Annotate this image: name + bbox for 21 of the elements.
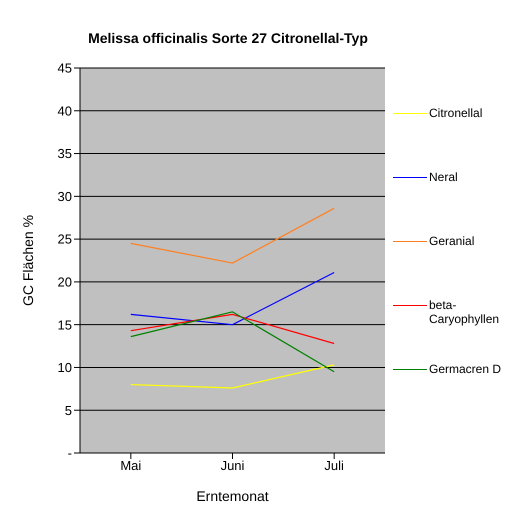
y-tick-label: 10 xyxy=(58,360,72,376)
legend-label: beta-Caryophyllen xyxy=(429,298,500,326)
x-axis-title: Erntemonat xyxy=(196,488,269,504)
legend-label: Germacren D xyxy=(429,362,502,376)
y-tick-label: 30 xyxy=(58,188,72,204)
legend-label: Citronellal xyxy=(429,106,484,120)
y-tick-label: 15 xyxy=(58,317,72,332)
legend-label: Neral xyxy=(429,170,459,184)
legend-label: Geranial xyxy=(429,234,476,248)
x-tick-label: Mai xyxy=(120,458,142,474)
x-tick-label: Juni xyxy=(220,458,245,474)
y-tick-label: 20 xyxy=(58,274,72,290)
y-tick-label: 40 xyxy=(58,103,72,118)
x-tick-label: Juli xyxy=(324,458,344,474)
y-tick-label: 45 xyxy=(58,60,72,76)
y-tick-label: - xyxy=(68,446,72,461)
chart-title: Melissa officinalis Sorte 27 Citronellal-Typ xyxy=(87,30,369,46)
y-tick-label: 5 xyxy=(64,402,72,418)
y-tick-label: 35 xyxy=(58,146,72,162)
y-axis-title: GC Flächen % xyxy=(20,214,36,306)
y-tick-label: 25 xyxy=(58,232,72,247)
